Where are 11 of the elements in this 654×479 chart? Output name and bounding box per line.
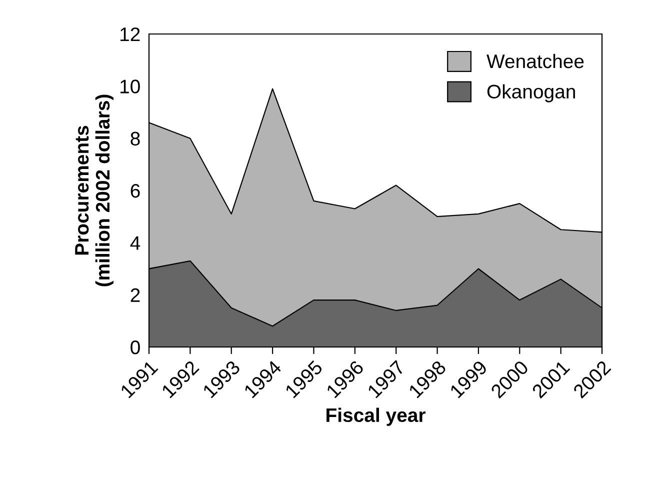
- y-tick-label: 4: [130, 236, 140, 250]
- y-tick-label: 10: [120, 80, 140, 94]
- y-tick-label: 0: [130, 340, 140, 354]
- y-tick-label: 6: [130, 184, 140, 198]
- y-tick-label: 12: [120, 27, 140, 42]
- y-tick-label: 8: [130, 132, 140, 146]
- x-axis-title: Fiscal year: [326, 408, 426, 426]
- legend-label: Okanogan: [487, 84, 575, 102]
- y-tick-label: 2: [130, 288, 140, 302]
- legend-label: Wenatchee: [486, 54, 584, 68]
- y-axis-title: Procurements (million 2002 dollars): [75, 94, 114, 286]
